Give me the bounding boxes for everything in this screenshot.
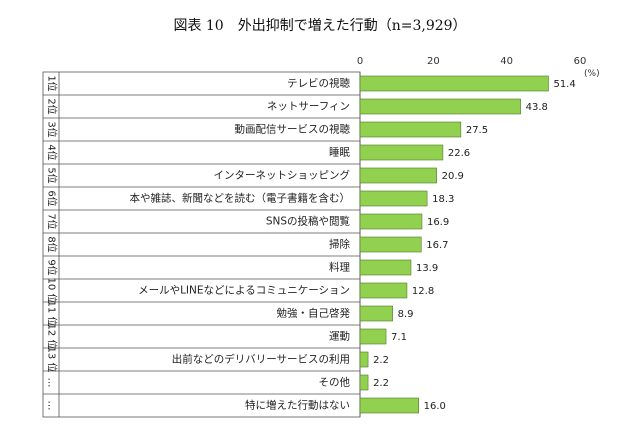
category-label-15: 特に増えた行動はない — [245, 399, 350, 412]
bar-07 — [359, 213, 423, 230]
bar-02 — [359, 98, 521, 115]
chart-title: 図表 10 外出抑制で増えた行動（n=3,929） — [173, 18, 467, 34]
category-label-07: SNSの投稿や閲覧 — [266, 215, 351, 228]
category-label-06: 本や雑誌、新聞などを読む（電子書籍を含む） — [130, 192, 351, 205]
value-label-04: 22.6 — [448, 148, 470, 159]
bar-01 — [359, 75, 549, 92]
bar-10 — [359, 282, 408, 299]
value-label-14: 2.2 — [373, 378, 389, 389]
unit-label: (%) — [584, 69, 600, 79]
bar-12 — [359, 328, 387, 345]
value-label-11: 8.9 — [398, 309, 414, 320]
bar-15 — [359, 397, 419, 414]
category-label-01: テレビの視聴 — [287, 77, 350, 90]
bar-06 — [359, 190, 428, 207]
category-label-11: 勉強・自己啓発 — [277, 307, 351, 320]
tick-label-03: 40 — [500, 56, 513, 67]
value-label-09: 13.9 — [416, 263, 438, 274]
tick-label-01: 0 — [357, 56, 363, 67]
bar-09 — [359, 259, 412, 276]
rank-label-12: 12 位 — [46, 324, 59, 350]
category-label-05: インターネットショッピング — [214, 169, 351, 182]
bar-05 — [359, 167, 437, 184]
value-label-03: 27.5 — [466, 125, 488, 136]
rank-label-10: 10 位 — [46, 278, 59, 304]
rank-label-03: 3位 — [46, 121, 59, 137]
rank-label-04: 4位 — [46, 144, 59, 160]
bar-11 — [359, 305, 393, 322]
category-label-10: メールやLINEなどによるコミュニケーション — [138, 285, 350, 297]
bar-08 — [359, 236, 422, 253]
category-label-12: 運動 — [329, 330, 350, 343]
value-label-05: 20.9 — [442, 171, 464, 182]
value-label-08: 16.7 — [426, 240, 448, 251]
category-label-08: 掃除 — [329, 238, 350, 251]
tick-label-02: 20 — [427, 56, 440, 67]
rank-label-13: 13 位 — [46, 347, 59, 373]
value-label-01: 51.4 — [553, 79, 575, 90]
bar-14 — [359, 374, 369, 391]
value-label-13: 2.2 — [373, 355, 389, 366]
bar-03 — [359, 121, 462, 138]
category-label-09: 料理 — [329, 261, 350, 274]
category-label-04: 睡眠 — [329, 146, 350, 159]
rank-label-02: 2位 — [46, 98, 59, 114]
rank-label-05: 5位 — [46, 167, 59, 183]
value-label-10: 12.8 — [412, 286, 434, 297]
tick-label-04: 60 — [574, 56, 587, 67]
value-label-02: 43.8 — [526, 102, 548, 113]
rank-label-14: … — [46, 378, 57, 388]
bar-04 — [359, 144, 444, 161]
value-label-12: 7.1 — [391, 332, 407, 343]
value-label-06: 18.3 — [432, 194, 454, 205]
rank-label-01: 1位 — [46, 75, 59, 91]
rank-label-07: 7位 — [46, 213, 59, 229]
bar-13 — [359, 351, 369, 368]
category-label-02: ネットサーフィン — [267, 101, 350, 113]
rank-label-06: 6位 — [46, 190, 59, 206]
value-label-07: 16.9 — [427, 217, 449, 228]
category-label-14: その他 — [319, 376, 351, 389]
rank-label-11: 11 位 — [46, 301, 59, 327]
category-label-03: 動画配信サービスの視聴 — [235, 123, 351, 136]
value-label-15: 16.0 — [424, 401, 446, 412]
rank-label-15: … — [46, 401, 57, 411]
category-label-13: 出前などのデリバリーサービスの利用 — [172, 353, 350, 366]
rank-label-09: 9位 — [46, 259, 59, 275]
rank-label-08: 8位 — [46, 236, 59, 252]
